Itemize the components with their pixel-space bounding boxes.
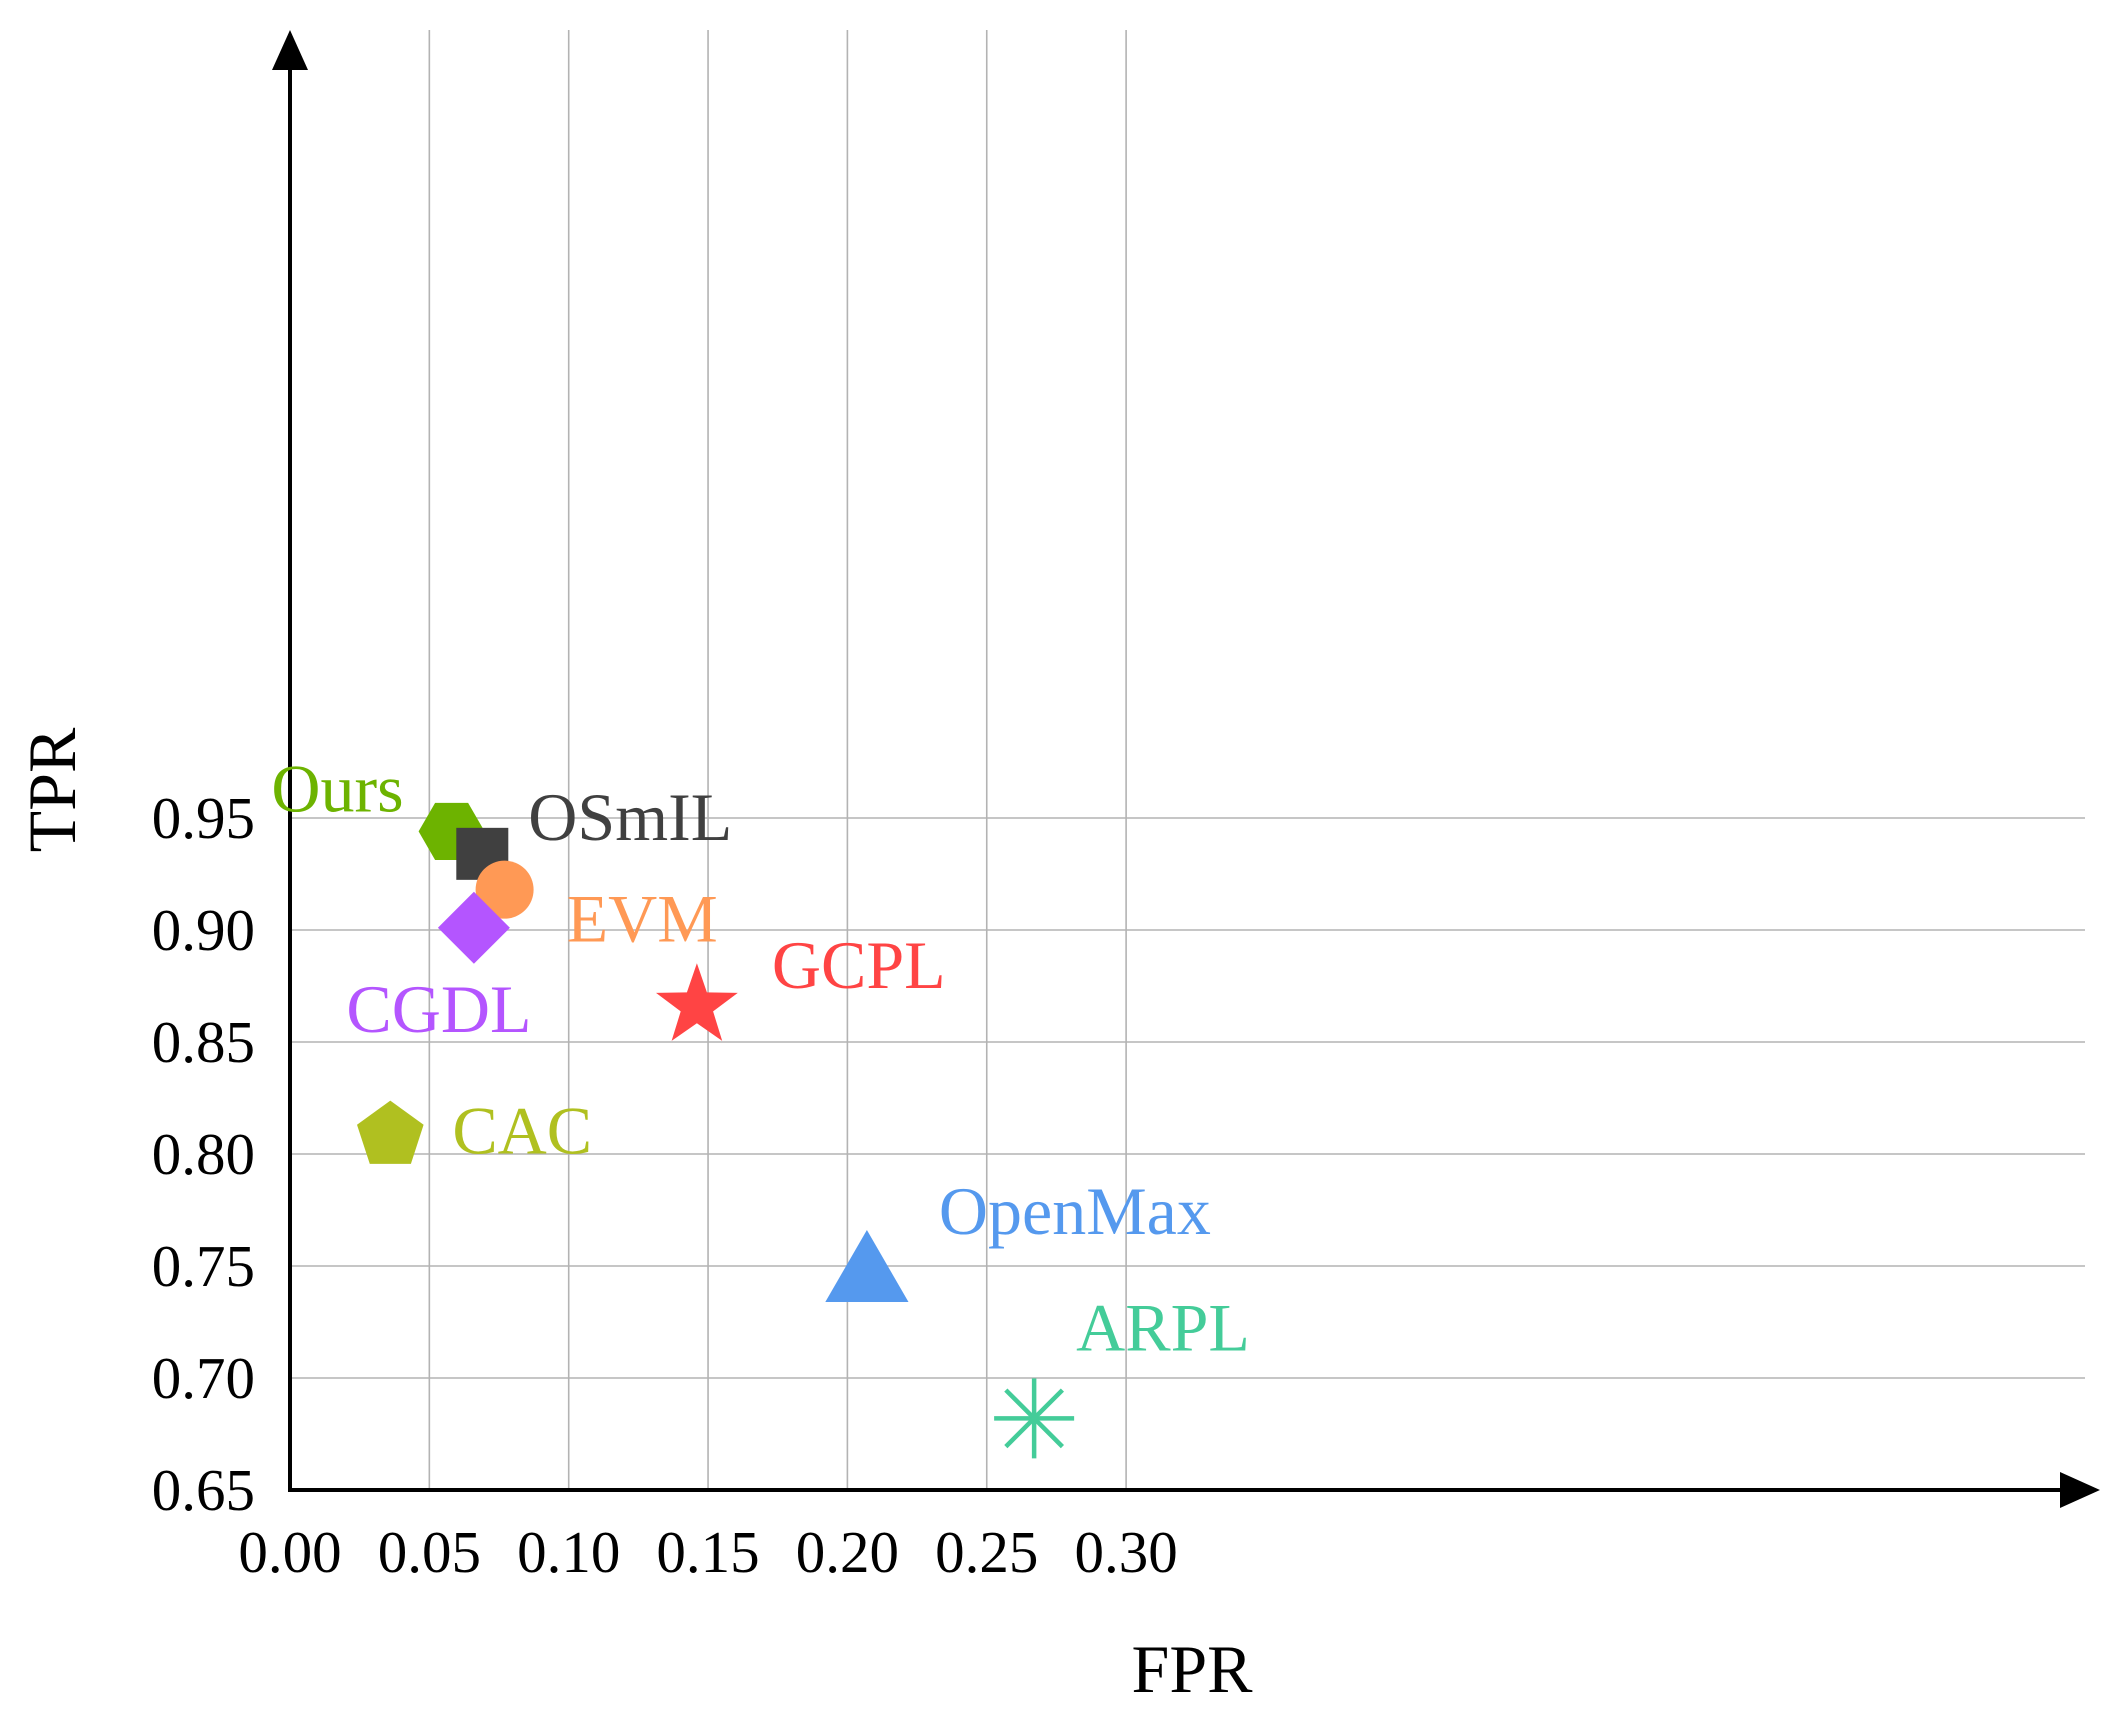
x-tick-label: 0.00 xyxy=(238,1519,341,1585)
y-axis-arrow xyxy=(272,30,308,70)
marker-cac xyxy=(357,1100,424,1164)
marker-arpl-stroke xyxy=(1004,1388,1065,1449)
label-arpl: ARPL xyxy=(1076,1289,1250,1365)
label-evm: EVM xyxy=(567,881,718,957)
marker-gcpl xyxy=(656,963,738,1041)
x-tick-label: 0.10 xyxy=(517,1519,620,1585)
y-axis-title: TPR xyxy=(14,727,90,852)
data-points xyxy=(357,802,1075,1459)
y-tick-label: 0.75 xyxy=(152,1233,255,1299)
marker-arpl xyxy=(994,1378,1075,1459)
y-tick-label: 0.80 xyxy=(152,1121,255,1187)
x-tick-label: 0.25 xyxy=(935,1519,1038,1585)
axes xyxy=(272,30,2100,1508)
point-labels: Ours OSmIL EVM CGDL GCPL CAC OpenMax ARPL xyxy=(271,750,1250,1365)
label-openmax: OpenMax xyxy=(939,1173,1211,1249)
label-cgdl: CGDL xyxy=(346,971,531,1047)
grid xyxy=(290,30,2085,1490)
x-tick-label: 0.05 xyxy=(378,1519,481,1585)
label-ours: Ours xyxy=(271,750,403,826)
x-tick-labels: 0.00 0.05 0.10 0.15 0.20 0.25 0.30 xyxy=(238,1519,1177,1585)
x-tick-label: 0.15 xyxy=(656,1519,759,1585)
y-tick-labels: 0.65 0.70 0.75 0.80 0.85 0.90 0.95 xyxy=(152,785,255,1523)
marker-evm xyxy=(475,860,534,919)
x-axis-arrow xyxy=(2060,1472,2100,1508)
y-tick-label: 0.70 xyxy=(152,1345,255,1411)
y-tick-label: 0.95 xyxy=(152,785,255,851)
x-tick-label: 0.20 xyxy=(796,1519,899,1585)
y-tick-label: 0.65 xyxy=(152,1457,255,1523)
marker-openmax xyxy=(825,1230,909,1302)
y-tick-label: 0.85 xyxy=(152,1009,255,1075)
marker-cgdl xyxy=(437,891,510,964)
label-osmil: OSmIL xyxy=(528,779,732,855)
label-gcpl: GCPL xyxy=(772,927,946,1003)
label-cac: CAC xyxy=(452,1093,592,1169)
x-axis-title: FPR xyxy=(1132,1631,1254,1707)
y-tick-label: 0.90 xyxy=(152,897,255,963)
x-tick-label: 0.30 xyxy=(1074,1519,1177,1585)
